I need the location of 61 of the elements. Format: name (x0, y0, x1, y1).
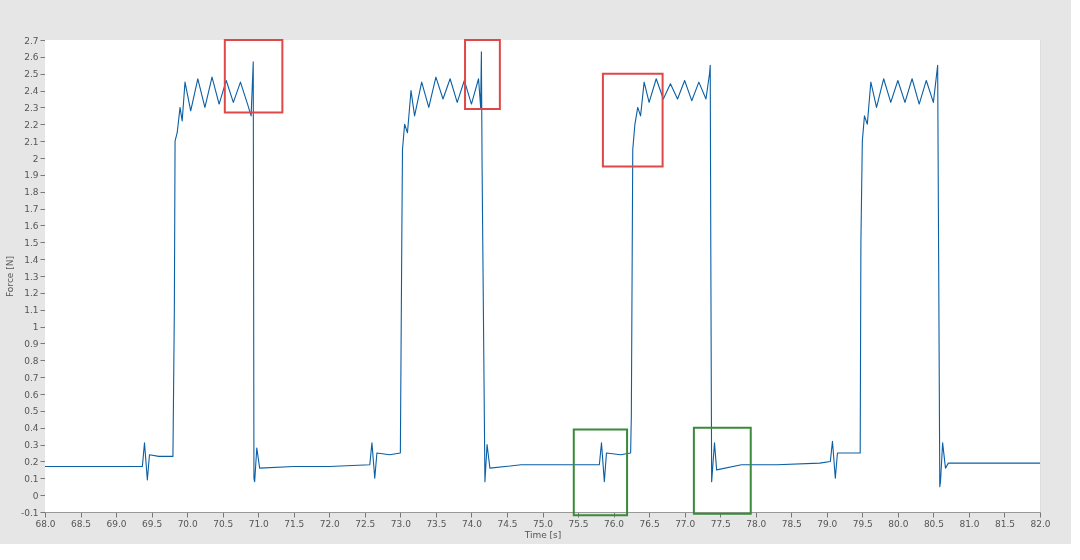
x-tick-label: 70.5 (213, 518, 234, 529)
y-axis-title: Force [N] (4, 256, 15, 297)
y-tick-label: 0.5 (24, 406, 39, 417)
y-tick-label: 1.4 (24, 254, 39, 265)
x-axis-title: Time [s] (523, 529, 562, 540)
line-series (45, 51, 1040, 488)
x-tick-label: 74.5 (497, 518, 518, 529)
y-tick-label: 1.3 (24, 271, 39, 282)
y-tick-label: 1.9 (24, 170, 39, 181)
y-tick-label: 2.3 (24, 102, 39, 113)
x-tick-label: 79.5 (852, 518, 873, 529)
y-tick-label: 1 (32, 322, 39, 333)
y-tick-label: 1.7 (24, 204, 39, 215)
x-tick-label: 82.0 (1030, 518, 1051, 529)
y-tick-label: 0.1 (24, 473, 39, 484)
x-tick-label: 72.0 (319, 518, 341, 529)
y-tick-label: 2.1 (24, 136, 39, 147)
x-tick-label: 78.0 (746, 518, 767, 529)
y-tick-label: 2.6 (24, 52, 39, 63)
x-tick-label: 77.0 (675, 518, 696, 529)
y-tick-label: 1.1 (24, 305, 39, 316)
x-tick-label: 81.0 (959, 518, 980, 529)
y-tick-label: 2.7 (24, 35, 39, 46)
y-tick-label: 2.2 (24, 119, 39, 130)
x-tick-label: 80.0 (888, 518, 909, 529)
x-tick-label: 69.0 (106, 518, 127, 529)
x-tick-label: 76.5 (639, 518, 660, 529)
x-tick-label: 71.5 (284, 518, 305, 529)
x-tick-label: 76.0 (604, 518, 625, 529)
x-tick-label: 77.5 (710, 518, 731, 529)
x-tick-label: 68.5 (71, 518, 92, 529)
x-tick-label: 75.5 (568, 518, 589, 529)
y-tick-label: 1.2 (24, 288, 39, 299)
x-tick-label: 81.5 (994, 518, 1015, 529)
y-tick-label: 0.7 (24, 372, 39, 383)
x-tick-label: 80.5 (923, 518, 944, 529)
x-tick-label: 75.0 (532, 518, 554, 529)
x-tick-label: 78.5 (781, 518, 802, 529)
y-tick-label: 2.5 (24, 69, 39, 80)
y-tick-label: -0.1 (20, 507, 39, 518)
x-tick-label: 69.5 (142, 518, 163, 529)
x-tick-label: 70.0 (177, 518, 198, 529)
y-tick-label: 1.8 (24, 187, 39, 198)
y-tick-label: 0 (32, 490, 39, 501)
y-tick-label: 1.5 (24, 237, 39, 248)
x-tick-label: 79.0 (817, 518, 838, 529)
y-tick-label: 0.6 (24, 389, 39, 400)
x-tick-label: 68.0 (35, 518, 56, 529)
y-tick-label: 0.9 (24, 338, 39, 349)
y-tick-label: 0.2 (24, 456, 39, 467)
x-tick-label: 71.0 (248, 518, 269, 529)
y-tick-label: 2 (32, 153, 39, 164)
y-tick-label: 0.8 (24, 355, 39, 366)
y-tick-label: 1.6 (24, 220, 39, 231)
x-tick-label: 72.5 (355, 518, 376, 529)
y-tick-label: 2.4 (24, 86, 39, 97)
x-tick-label: 73.5 (426, 518, 447, 529)
y-tick-label: 0.4 (24, 423, 39, 434)
x-tick-label: 74.0 (461, 518, 483, 529)
x-tick-label: 73.0 (390, 518, 412, 529)
y-tick-label: 0.3 (24, 440, 39, 451)
